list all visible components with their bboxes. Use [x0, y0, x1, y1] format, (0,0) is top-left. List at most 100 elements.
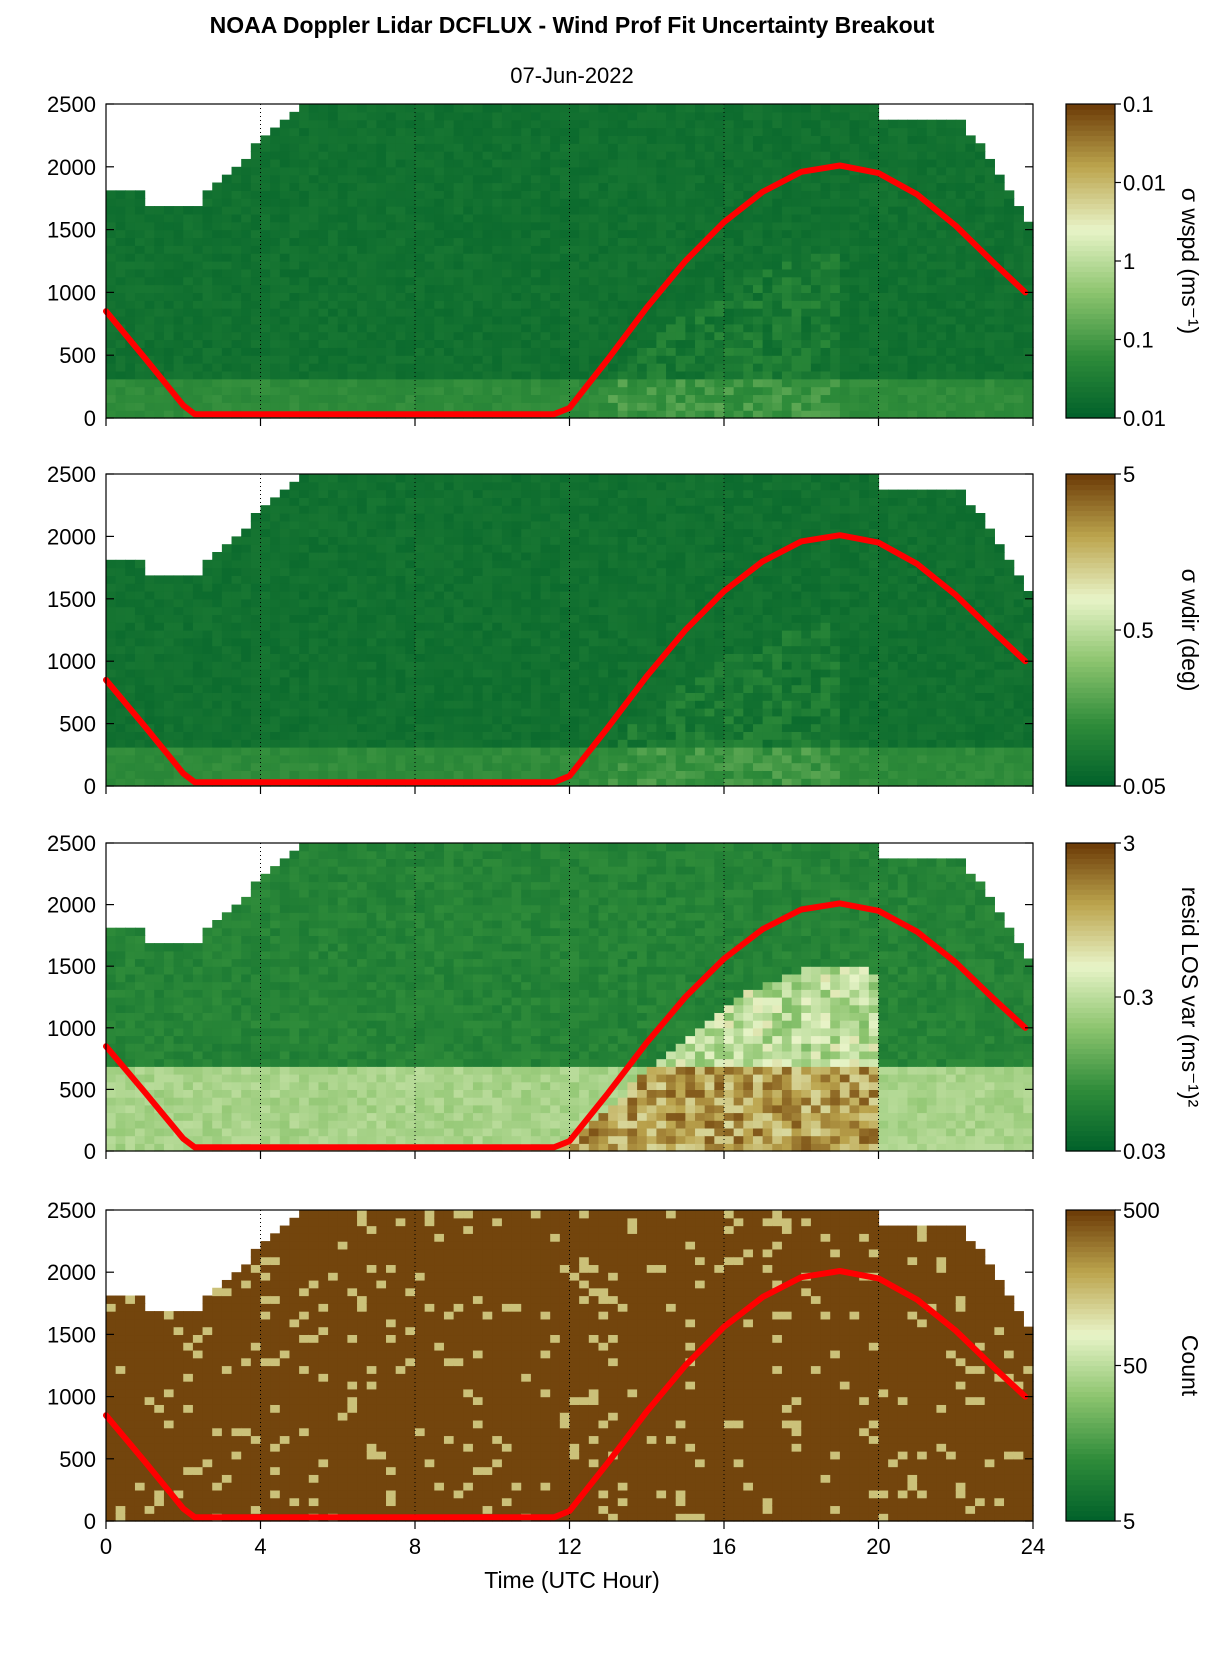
heatmap-cell — [232, 261, 242, 269]
heatmap-cell — [936, 190, 946, 198]
heatmap-cell — [666, 128, 676, 136]
heatmap-cell — [666, 198, 676, 206]
heatmap-cell — [318, 332, 328, 340]
heatmap-cell — [347, 747, 357, 755]
heatmap-cell — [289, 159, 299, 167]
heatmap-cell — [357, 544, 367, 552]
heatmap-cell — [589, 175, 599, 183]
heatmap-cell — [154, 724, 164, 732]
heatmap-cell — [994, 347, 1004, 355]
heatmap-cell — [753, 222, 763, 230]
heatmap-cell — [676, 410, 686, 418]
heatmap-cell — [907, 363, 917, 371]
heatmap-cell — [367, 112, 377, 120]
heatmap-cell — [135, 755, 145, 763]
heatmap-cell — [318, 214, 328, 222]
heatmap-cell — [907, 175, 917, 183]
heatmap-cell — [898, 277, 908, 285]
heatmap-cell — [318, 731, 328, 739]
heatmap-cell — [396, 708, 406, 716]
heatmap-cell — [193, 599, 203, 607]
heatmap-cell — [280, 583, 290, 591]
heatmap-cell — [106, 778, 116, 786]
heatmap-cell — [174, 253, 184, 261]
colorbar-segment — [1066, 371, 1115, 377]
heatmap-cell — [405, 552, 415, 560]
heatmap-cell — [975, 269, 985, 277]
heatmap-cell — [135, 269, 145, 277]
heatmap-cell — [280, 300, 290, 308]
heatmap-cell — [965, 332, 975, 340]
heatmap-cell — [280, 716, 290, 724]
heatmap-cell — [869, 159, 879, 167]
heatmap-cell — [695, 190, 705, 198]
heatmap-cell — [792, 159, 802, 167]
heatmap-cell — [502, 167, 512, 175]
heatmap-cell — [618, 128, 628, 136]
heatmap-cell — [222, 190, 232, 198]
heatmap-cell — [811, 332, 821, 340]
heatmap-cell — [347, 128, 357, 136]
heatmap-cell — [174, 661, 184, 669]
heatmap-cell — [743, 135, 753, 143]
heatmap-cell — [405, 505, 415, 513]
heatmap-cell — [869, 112, 879, 120]
heatmap-cell — [743, 222, 753, 230]
heatmap-cell — [376, 308, 386, 316]
heatmap-cell — [280, 653, 290, 661]
heatmap-cell — [154, 237, 164, 245]
heatmap-cell — [415, 560, 425, 568]
heatmap-cell — [145, 379, 155, 387]
heatmap-cell — [405, 222, 415, 230]
heatmap-cell — [830, 214, 840, 222]
heatmap-cell — [270, 529, 280, 537]
colorbar-segment — [1066, 104, 1115, 110]
heatmap-cell — [328, 300, 338, 308]
heatmap-cell — [357, 739, 367, 747]
heatmap-cell — [154, 292, 164, 300]
heatmap-cell — [830, 292, 840, 300]
heatmap-cell — [608, 371, 618, 379]
heatmap-cell — [347, 112, 357, 120]
heatmap-cell — [106, 379, 116, 387]
heatmap-cell — [850, 324, 860, 332]
heatmap-cell — [232, 402, 242, 410]
heatmap-cell — [724, 128, 734, 136]
heatmap-cell — [888, 387, 898, 395]
heatmap-cell — [483, 324, 493, 332]
heatmap-cell — [792, 394, 802, 402]
heatmap-cell — [444, 355, 454, 363]
heatmap-cell — [396, 222, 406, 230]
heatmap-cell — [396, 552, 406, 560]
heatmap-cell — [473, 269, 483, 277]
heatmap-cell — [869, 340, 879, 348]
heatmap-cell — [280, 198, 290, 206]
heatmap-cell — [338, 583, 348, 591]
heatmap-cell — [396, 747, 406, 755]
heatmap-cell — [203, 646, 213, 654]
heatmap-cell — [975, 214, 985, 222]
heatmap-cell — [627, 261, 637, 269]
heatmap-cell — [637, 237, 647, 245]
heatmap-cell — [550, 206, 560, 214]
heatmap-cell — [647, 128, 657, 136]
heatmap-cell — [463, 770, 473, 778]
heatmap-cell — [125, 324, 135, 332]
heatmap-cell — [869, 332, 879, 340]
heatmap-cell — [917, 135, 927, 143]
heatmap-cell — [965, 206, 975, 214]
heatmap-cell — [907, 222, 917, 230]
heatmap-cell — [338, 614, 348, 622]
heatmap-cell — [222, 575, 232, 583]
heatmap-cell — [318, 190, 328, 198]
heatmap-cell — [589, 347, 599, 355]
heatmap-cell — [502, 214, 512, 222]
heatmap-cell — [782, 261, 792, 269]
heatmap-cell — [193, 300, 203, 308]
heatmap-cell — [270, 770, 280, 778]
heatmap-cell — [367, 708, 377, 716]
heatmap-cell — [405, 599, 415, 607]
heatmap-cell — [473, 308, 483, 316]
heatmap-cell — [328, 371, 338, 379]
heatmap-cell — [145, 206, 155, 214]
